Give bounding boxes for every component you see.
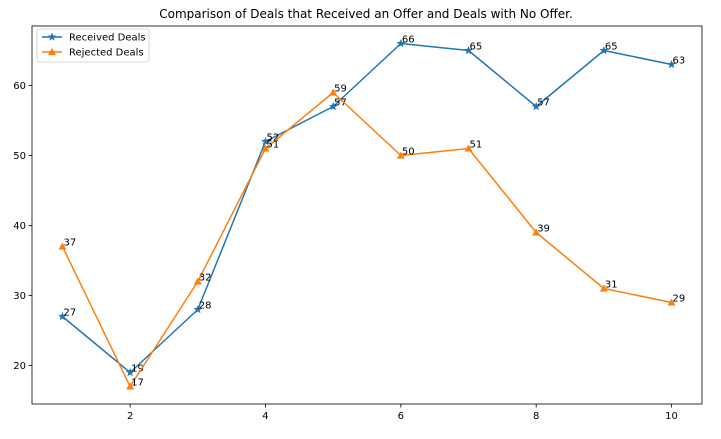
series-received-deals: 27 19 28 52 57 66 65 57 65 63 [57,35,686,377]
data-label: 27 [63,308,76,319]
data-label: 51 [470,140,483,151]
data-point-marker [125,367,135,377]
y-tick-label: 30 [13,291,26,302]
data-label: 29 [673,294,686,305]
data-point-marker [328,101,338,111]
data-label: 66 [402,35,415,46]
data-point-marker [261,144,270,152]
data-point-marker [464,144,473,152]
legend-label: Received Deals [69,33,146,44]
x-tick-label: 2 [127,411,133,422]
series-line [61,91,672,388]
data-label: 28 [199,301,212,312]
x-tick-label: 10 [665,411,678,422]
chart-title: Comparison of Deals that Received an Off… [159,7,573,21]
data-label: 57 [334,98,347,109]
data-point-marker [57,311,67,321]
y-tick-label: 50 [13,151,26,162]
series-line [61,42,672,374]
legend-item: Received Deals [42,32,146,44]
data-label: 57 [537,98,550,109]
data-label: 39 [537,224,550,235]
data-label: 19 [131,364,144,375]
legend-item: Rejected Deals [42,48,144,59]
data-label: 17 [131,378,144,389]
data-label: 32 [199,273,212,284]
legend-label: Rejected Deals [69,48,144,59]
legend: Received Deals Rejected Deals [36,28,150,63]
y-tick-label: 20 [13,361,26,372]
data-label: 63 [673,56,686,67]
legend-box [36,28,150,63]
data-point-marker [126,382,135,390]
data-label: 52 [266,133,279,144]
data-point-marker [599,284,608,292]
data-point-marker [261,136,270,146]
data-label: 65 [470,42,483,53]
data-point-marker [396,38,406,48]
data-point-marker [667,59,677,69]
axes-frame [31,25,703,405]
data-point-marker [531,101,541,111]
legend-marker [47,47,57,56]
legend-marker [47,32,57,41]
data-point-marker [193,277,202,285]
data-point-marker [667,298,676,306]
x-tick-label: 6 [398,411,404,422]
data-point-marker [532,228,541,236]
plot-area: 27 19 28 52 57 66 65 57 65 63 37 17 32 51 59 50 51 39 31 29 [57,35,686,390]
data-point-marker [193,304,203,314]
data-label: 59 [334,84,347,95]
data-point-marker [329,88,338,96]
y-tick-label: 60 [13,81,26,92]
series-rejected-deals: 37 17 32 51 59 50 51 39 31 29 [58,84,686,390]
x-tick-label: 8 [533,411,539,422]
data-point-marker [58,242,67,250]
x-tick-label: 4 [262,411,268,422]
y-tick-label: 40 [13,221,26,232]
data-label: 65 [605,42,618,53]
data-point-marker [396,151,405,159]
data-label: 50 [402,147,415,158]
data-label: 51 [266,140,279,151]
data-point-marker [599,45,609,55]
data-label: 31 [605,280,618,291]
data-label: 37 [63,238,76,249]
data-point-marker [464,45,473,55]
axes: 2 4 6 8 10 20 30 40 50 60 [13,25,703,422]
